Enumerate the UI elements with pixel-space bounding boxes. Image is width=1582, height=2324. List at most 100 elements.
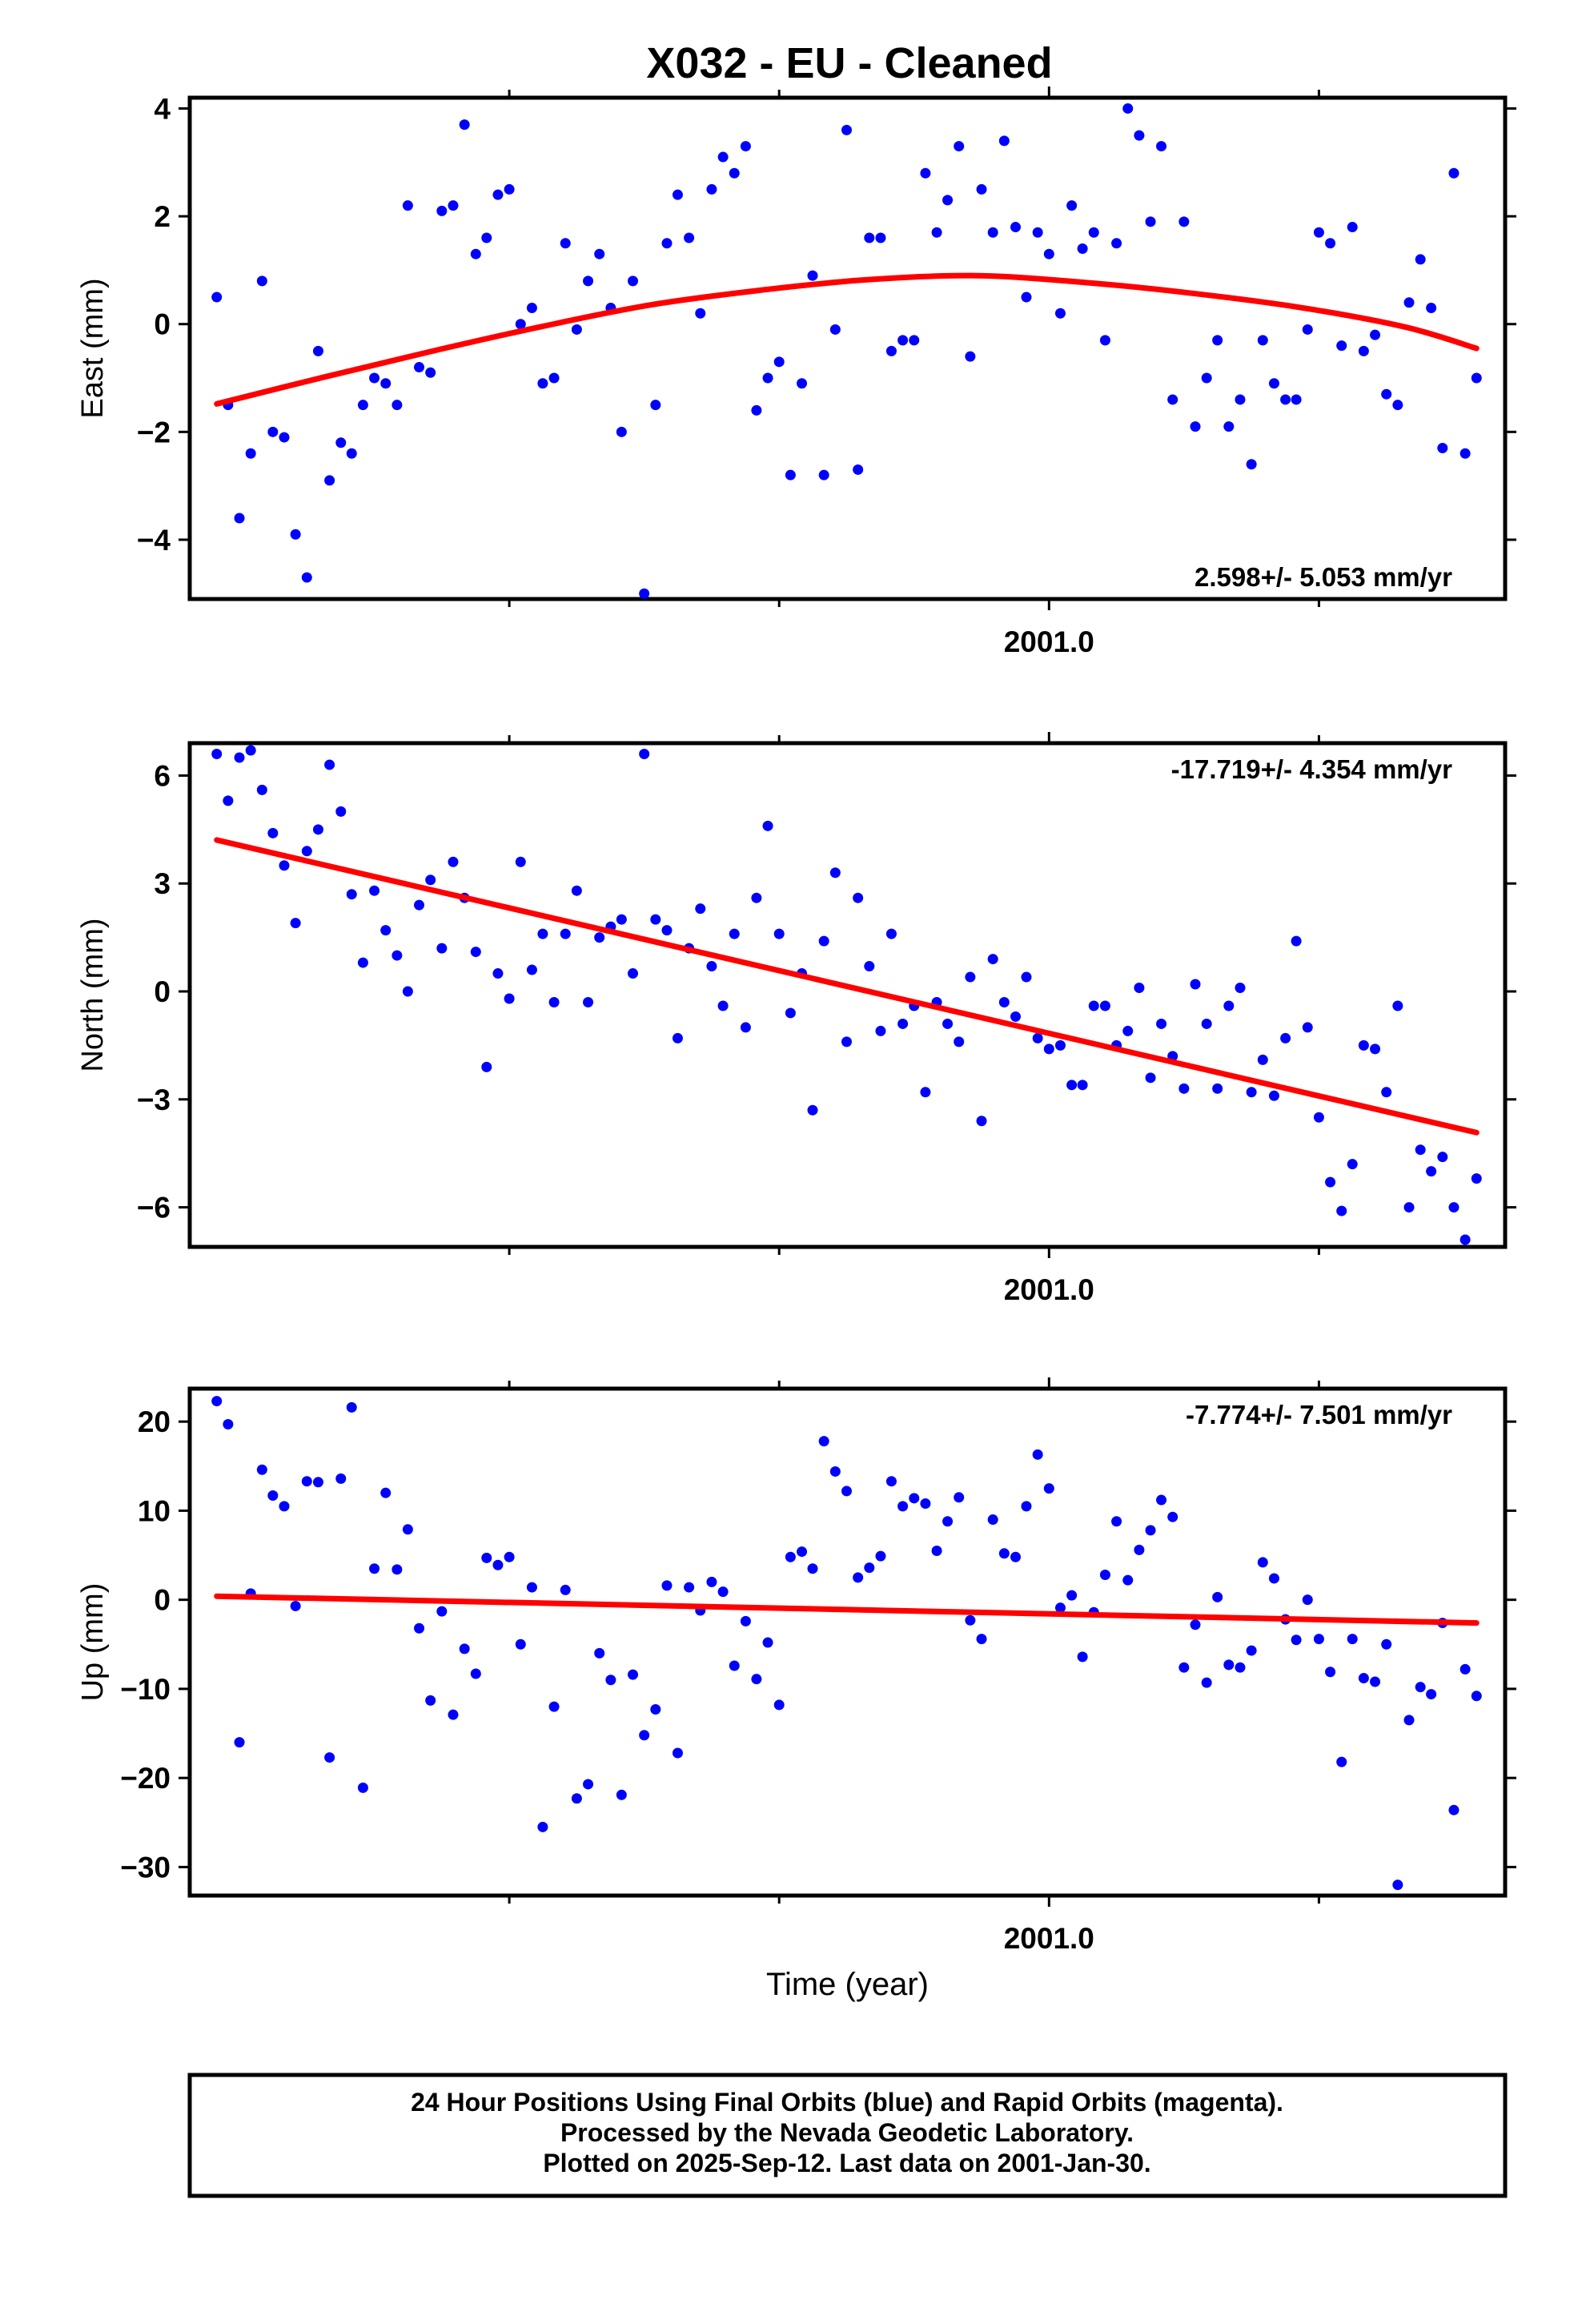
east-data-point [594, 248, 605, 259]
north-data-point [1347, 1159, 1358, 1170]
footer-frame [187, 2073, 1508, 2198]
up-data-point [402, 1524, 413, 1535]
up-data-point [335, 1473, 347, 1484]
up-data-point [1201, 1677, 1212, 1688]
up-data-point [1313, 1634, 1324, 1645]
up-data-point [1156, 1494, 1167, 1506]
north-data-point [987, 954, 998, 965]
up-data-point [1268, 1573, 1279, 1584]
up-data-point [459, 1643, 470, 1655]
north-data-point [267, 827, 279, 838]
north-data-point [762, 820, 773, 831]
north-data-point [1280, 1032, 1291, 1043]
up-data-point [537, 1821, 548, 1832]
east-data-point [616, 426, 627, 437]
north-data-point [1134, 983, 1145, 994]
north-data-point [818, 935, 829, 947]
north-data-point [942, 1018, 954, 1029]
north-data-point [380, 925, 391, 936]
north-data-point [245, 745, 256, 756]
east-data-point [256, 275, 267, 287]
up-data-point [751, 1674, 762, 1685]
north-data-point [1246, 1087, 1257, 1098]
up-data-point [560, 1584, 571, 1595]
up-data-point [829, 1466, 841, 1477]
up-data-point [504, 1551, 515, 1562]
east-ytick-label: −2 [137, 416, 171, 448]
north-ytick-label: −6 [137, 1192, 171, 1224]
north-data-point [369, 885, 380, 896]
east-data-point [211, 292, 223, 303]
east-data-point [628, 275, 639, 287]
up-ytick-label: −20 [120, 1762, 171, 1795]
north-data-point [357, 957, 368, 968]
up-data-point [864, 1562, 875, 1574]
north-data-point [853, 892, 864, 903]
east-data-point [1077, 243, 1088, 254]
up-data-point [740, 1615, 751, 1626]
north-data-point [751, 892, 762, 903]
up-data-point [481, 1552, 492, 1563]
north-data-point [807, 1104, 818, 1116]
east-data-point [897, 335, 909, 346]
north-ytick-label: −3 [137, 1084, 171, 1116]
east-data-point [909, 335, 920, 346]
up-ytick-label: −10 [120, 1673, 171, 1706]
east-data-point [976, 183, 987, 195]
east-data-point [954, 141, 965, 152]
east-data-point [1201, 372, 1212, 384]
up-data-point [301, 1476, 312, 1487]
east-data-point [1167, 394, 1178, 405]
east-data-point [470, 248, 481, 259]
up-data-point [211, 1396, 223, 1407]
up-data-point [1145, 1525, 1156, 1536]
north-data-point [616, 914, 627, 925]
east-data-point [560, 238, 571, 249]
up-data-point [628, 1669, 639, 1680]
north-data-point [628, 968, 639, 979]
east-data-point [1325, 238, 1336, 249]
east-data-point [583, 275, 594, 287]
up-data-point [526, 1582, 537, 1593]
north-data-point [1043, 1043, 1054, 1055]
east-data-point [1392, 400, 1403, 411]
north-xtick-label: 2001.0 [1004, 1273, 1094, 1306]
east-data-point [301, 572, 312, 583]
up-data-point [571, 1793, 582, 1804]
up-data-point [616, 1789, 627, 1800]
up-data-point [807, 1563, 818, 1574]
north-ytick-label: 0 [154, 975, 171, 1008]
east-data-point [1403, 297, 1415, 308]
north-data-point [841, 1036, 852, 1047]
up-data-point [1043, 1483, 1054, 1494]
up-data-point [1403, 1715, 1415, 1726]
north-data-point [470, 947, 481, 958]
north-data-point [1313, 1112, 1324, 1123]
east-data-point [548, 372, 560, 384]
east-data-point [672, 189, 683, 200]
east-data-point [1415, 254, 1426, 265]
east-ytick-label: 2 [154, 200, 171, 233]
north-data-point [504, 993, 515, 1004]
north-fit-line [214, 837, 1480, 1136]
up-data-point [312, 1477, 323, 1488]
north-data-point [492, 968, 504, 979]
east-data-point [987, 227, 998, 238]
north-data-point [1437, 1152, 1448, 1163]
up-data-point [436, 1606, 448, 1617]
footer-line-orbits: 24 Hour Positions Using Final Orbits (bl… [411, 2088, 1283, 2117]
east-data-point [1257, 335, 1268, 346]
east-data-point [740, 141, 751, 152]
east-data-point [1291, 394, 1302, 405]
north-data-point [346, 889, 357, 900]
north-data-point [1077, 1080, 1088, 1091]
east-data-point [515, 319, 526, 330]
up-data-point [1032, 1449, 1043, 1460]
north-data-point [1392, 1000, 1403, 1011]
north-data-point [324, 759, 335, 770]
up-panel: 20 10 0 −10 −20 −30 2001.0 Up (mm) Time (year) -7… [76, 1377, 1516, 2002]
up-data-point [1246, 1645, 1257, 1656]
east-data-point [425, 367, 436, 378]
up-data-point [920, 1498, 931, 1510]
